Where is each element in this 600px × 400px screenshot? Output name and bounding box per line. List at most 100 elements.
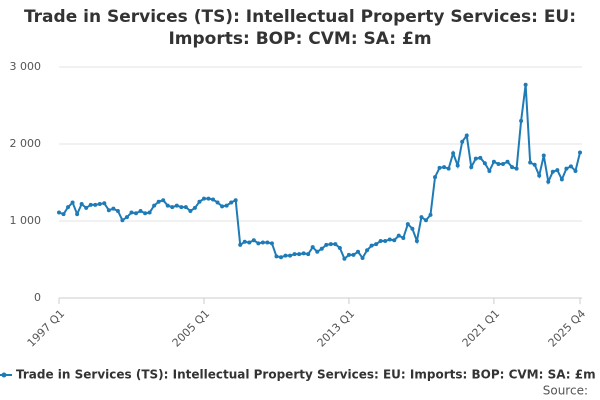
point bbox=[70, 200, 75, 205]
x-tick-label: 2005 Q1 bbox=[170, 307, 213, 350]
point bbox=[161, 198, 166, 203]
point bbox=[215, 200, 220, 205]
point bbox=[437, 165, 442, 170]
point bbox=[102, 201, 107, 206]
point bbox=[57, 210, 61, 215]
point bbox=[528, 160, 533, 165]
point bbox=[410, 226, 415, 231]
point bbox=[500, 162, 505, 167]
point bbox=[66, 205, 71, 210]
y-tick-label: 1 000 bbox=[10, 214, 42, 227]
point bbox=[292, 252, 297, 257]
legend-icon-marker bbox=[1, 372, 7, 378]
point bbox=[519, 118, 524, 123]
x-tick-label: 2013 Q1 bbox=[315, 307, 358, 350]
point bbox=[351, 252, 356, 257]
point bbox=[93, 202, 98, 207]
point bbox=[165, 203, 170, 208]
line-series bbox=[58, 84, 581, 261]
point bbox=[419, 215, 424, 220]
point bbox=[179, 205, 184, 210]
y-tick-label: 0 bbox=[34, 291, 41, 304]
point bbox=[523, 82, 528, 87]
point bbox=[428, 212, 433, 217]
point bbox=[297, 252, 302, 257]
point bbox=[369, 243, 374, 248]
point bbox=[446, 166, 451, 171]
point bbox=[106, 208, 111, 213]
x-tick-label: 1997 Q1 bbox=[25, 307, 68, 350]
chart-title: Trade in Services (TS): Intellectual Pro… bbox=[23, 7, 577, 49]
point bbox=[464, 133, 469, 138]
point bbox=[360, 255, 365, 260]
point bbox=[75, 212, 80, 217]
point bbox=[265, 240, 270, 245]
point bbox=[319, 246, 324, 251]
point bbox=[555, 168, 560, 173]
point bbox=[324, 242, 329, 247]
point bbox=[473, 156, 478, 161]
point bbox=[564, 166, 569, 171]
point bbox=[546, 179, 551, 184]
point bbox=[224, 203, 229, 208]
point bbox=[487, 168, 492, 173]
point bbox=[220, 204, 225, 209]
point bbox=[84, 205, 89, 210]
point bbox=[433, 175, 438, 180]
point bbox=[206, 196, 211, 201]
point bbox=[124, 215, 129, 220]
point bbox=[278, 255, 283, 260]
point bbox=[61, 212, 66, 217]
point bbox=[256, 241, 261, 246]
point bbox=[365, 248, 370, 253]
point bbox=[328, 242, 333, 247]
point bbox=[174, 203, 179, 208]
point bbox=[79, 202, 84, 207]
point bbox=[568, 164, 573, 169]
point bbox=[383, 239, 388, 244]
point bbox=[152, 203, 157, 208]
point bbox=[188, 208, 193, 213]
point bbox=[229, 200, 234, 205]
point bbox=[578, 150, 582, 155]
point bbox=[310, 245, 315, 250]
point bbox=[514, 166, 519, 171]
point bbox=[269, 241, 274, 246]
point bbox=[541, 153, 546, 158]
point bbox=[211, 197, 216, 202]
x-tick-label: 2021 Q1 bbox=[460, 307, 503, 350]
point bbox=[496, 162, 501, 167]
point bbox=[288, 253, 293, 258]
point bbox=[532, 162, 537, 167]
point bbox=[88, 202, 93, 207]
point bbox=[301, 251, 306, 256]
source: Source: bbox=[543, 384, 588, 398]
point bbox=[147, 210, 152, 215]
point bbox=[260, 240, 265, 245]
point bbox=[120, 218, 125, 223]
point bbox=[491, 159, 496, 164]
point bbox=[356, 249, 361, 254]
point bbox=[134, 211, 139, 216]
point bbox=[201, 196, 206, 201]
point bbox=[392, 238, 397, 243]
point bbox=[306, 252, 311, 257]
point bbox=[337, 245, 342, 250]
point bbox=[342, 256, 347, 261]
point bbox=[460, 139, 465, 144]
point bbox=[315, 249, 320, 254]
point bbox=[283, 253, 288, 258]
point bbox=[138, 208, 143, 213]
point bbox=[573, 168, 578, 173]
point bbox=[233, 198, 238, 203]
point bbox=[346, 252, 351, 257]
point bbox=[143, 211, 148, 216]
point bbox=[442, 165, 447, 170]
point bbox=[414, 239, 419, 244]
point bbox=[396, 233, 401, 238]
point bbox=[333, 242, 338, 247]
point bbox=[197, 199, 202, 204]
point bbox=[505, 159, 510, 164]
y-tick-label: 3 000 bbox=[10, 60, 42, 73]
